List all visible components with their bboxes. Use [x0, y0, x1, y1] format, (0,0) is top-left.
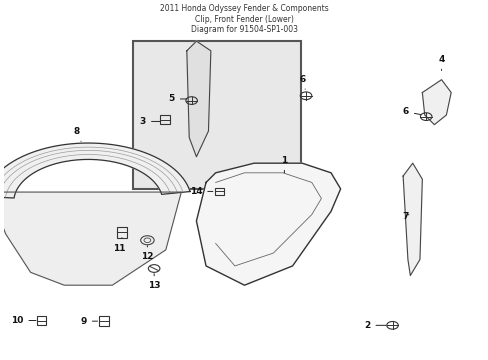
FancyBboxPatch shape	[133, 41, 301, 189]
Text: 4: 4	[437, 55, 444, 71]
Bar	[215, 188, 224, 195]
Bar	[160, 115, 170, 124]
Polygon shape	[186, 41, 210, 157]
Polygon shape	[422, 80, 450, 125]
Polygon shape	[0, 143, 190, 198]
Text: 7: 7	[402, 212, 408, 221]
Text: 6: 6	[402, 107, 420, 116]
Text: 14: 14	[189, 187, 212, 196]
Polygon shape	[402, 163, 422, 275]
Text: 11: 11	[113, 238, 125, 253]
Text: 12: 12	[141, 246, 153, 261]
Text: 13: 13	[147, 274, 160, 291]
Text: 9: 9	[81, 317, 97, 326]
Text: 3: 3	[140, 117, 160, 126]
Text: 10: 10	[11, 316, 36, 325]
Bar	[99, 316, 109, 326]
Text: 8: 8	[73, 127, 81, 141]
Title: 2011 Honda Odyssey Fender & Components
Clip, Front Fender (Lower)
Diagram for 91: 2011 Honda Odyssey Fender & Components C…	[160, 4, 328, 34]
Text: 1: 1	[281, 156, 287, 173]
Bar	[37, 316, 46, 325]
Polygon shape	[196, 163, 340, 285]
Text: 2: 2	[364, 321, 385, 330]
Bar	[117, 226, 126, 238]
Text: 5: 5	[168, 94, 186, 103]
Polygon shape	[0, 192, 181, 285]
Text: 6: 6	[299, 75, 305, 89]
